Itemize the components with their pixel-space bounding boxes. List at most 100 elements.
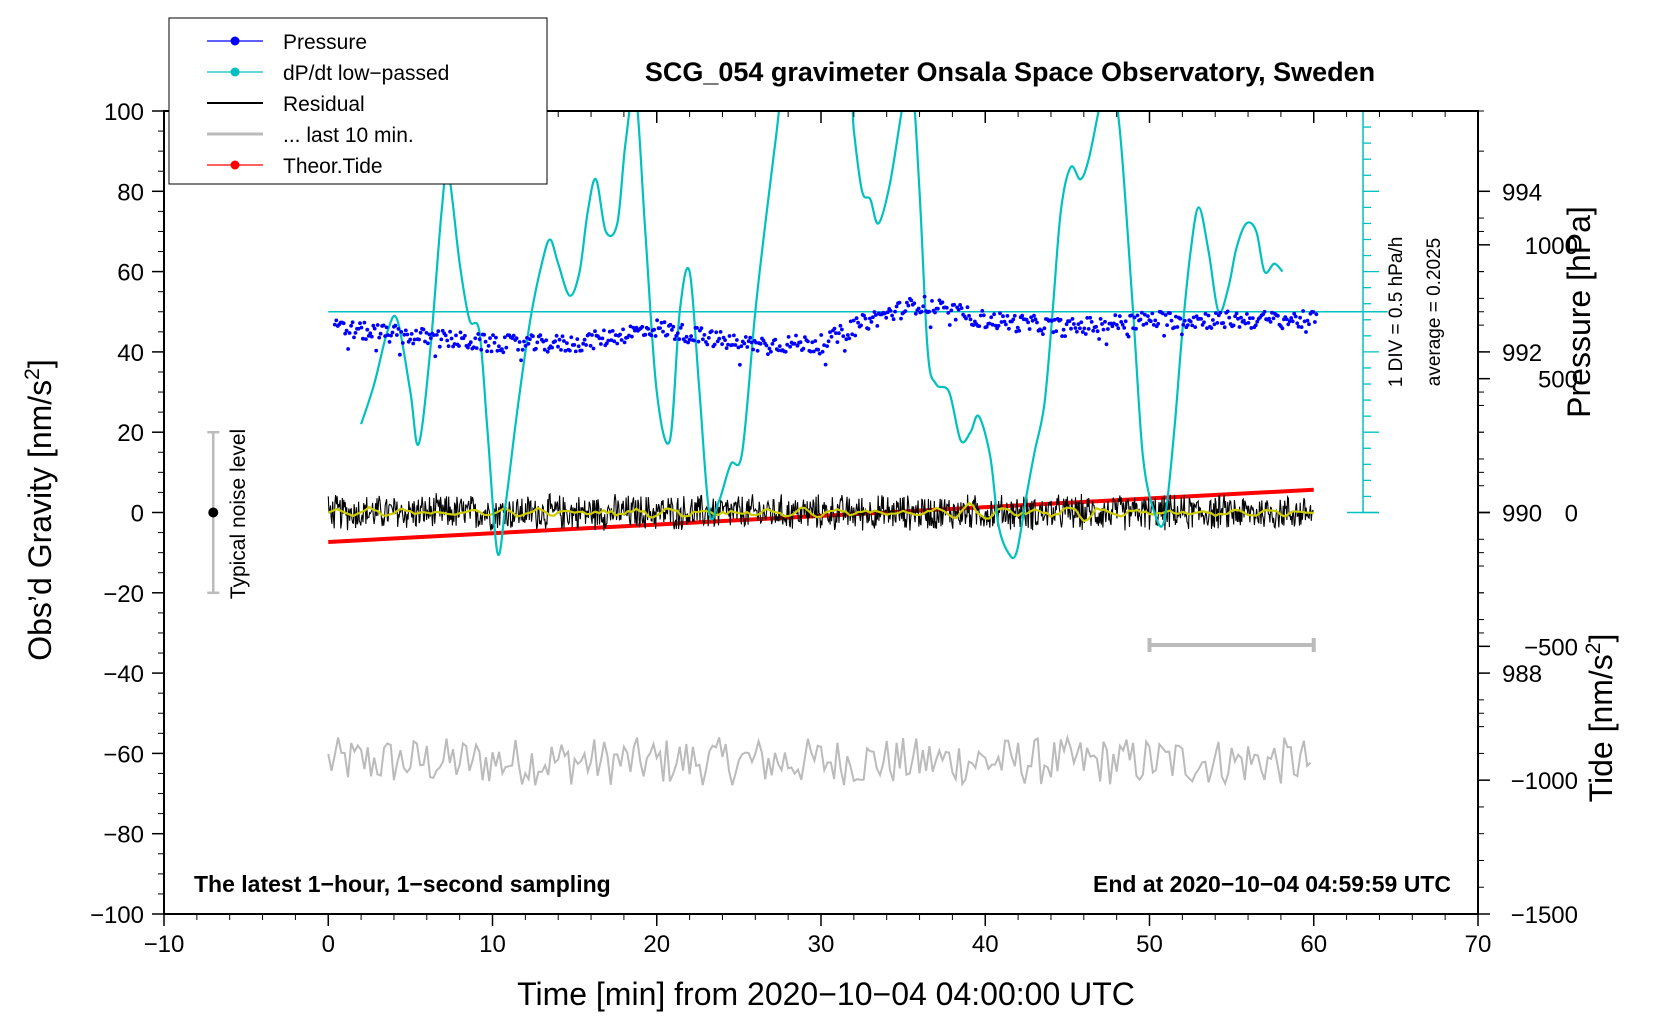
- pressure-point: [940, 300, 945, 305]
- pressure-point: [684, 334, 689, 339]
- pressure-point: [1075, 329, 1079, 334]
- pressure-point: [1011, 317, 1016, 322]
- pressure-point: [947, 323, 952, 327]
- pressure-point: [511, 333, 516, 338]
- pressure-point: [1064, 322, 1069, 327]
- pressure-point: [1067, 319, 1072, 324]
- pressure-point: [1015, 325, 1020, 330]
- pressure-point: [1295, 321, 1300, 326]
- pressure-point: [828, 330, 832, 334]
- pressure-point: [825, 344, 829, 348]
- pressure-point: [1007, 326, 1011, 331]
- pressure-point: [899, 316, 903, 321]
- pressure-point: [443, 333, 448, 338]
- pressure-point: [806, 339, 810, 344]
- pressure-point: [933, 310, 937, 315]
- pressure-point: [1314, 312, 1319, 317]
- pressure-point: [396, 327, 401, 331]
- pressure-point: [1174, 314, 1178, 319]
- pressure-point: [823, 362, 828, 367]
- pressure-point: [368, 331, 373, 336]
- tide-tick-label: 500: [1538, 367, 1578, 394]
- pressure-point: [1120, 322, 1125, 327]
- pressure-point: [417, 337, 421, 342]
- x-tick-label: 10: [479, 931, 506, 958]
- pressure-point: [1086, 327, 1091, 331]
- pressure-point: [819, 333, 824, 337]
- pressure-point: [906, 303, 911, 308]
- y-tick-label: −80: [103, 822, 144, 849]
- pressure-point: [1131, 326, 1135, 331]
- pressure-point: [894, 304, 899, 309]
- pressure-point: [361, 336, 365, 341]
- pressure-point: [683, 339, 688, 344]
- pressure-point: [516, 347, 520, 352]
- pressure-point: [556, 344, 560, 349]
- pressure-point: [627, 333, 631, 338]
- pressure-point: [1119, 320, 1124, 324]
- pressure-point: [1212, 322, 1217, 327]
- pressure-point: [1233, 314, 1237, 319]
- pressure-point: [798, 340, 803, 345]
- pressure-point: [468, 340, 473, 345]
- pressure-point: [844, 337, 849, 342]
- legend-marker: [230, 160, 240, 170]
- pressure-point: [816, 347, 821, 352]
- legend-label: Theor.Tide: [283, 155, 383, 178]
- pressure-point: [538, 333, 543, 338]
- pressure-point: [631, 325, 636, 330]
- pressure-point: [1248, 316, 1252, 321]
- pressure-point: [569, 335, 574, 340]
- pressure-point: [1079, 320, 1084, 325]
- pressure-point: [519, 358, 523, 363]
- pressure-point: [483, 339, 488, 344]
- pressure-point: [1242, 318, 1246, 323]
- pressure-point: [562, 339, 566, 343]
- pressure-point: [356, 326, 361, 331]
- pressure-point: [1270, 310, 1274, 315]
- pressure-point: [1169, 318, 1174, 323]
- pressure-point: [1027, 327, 1032, 331]
- pressure-point: [1135, 313, 1140, 318]
- pressure-point: [1033, 317, 1038, 322]
- pressure-point: [726, 342, 730, 347]
- pressure-point: [1188, 319, 1193, 324]
- pressure-point: [619, 338, 624, 342]
- pressure-point: [678, 326, 683, 330]
- x-tick-label: 30: [808, 931, 835, 958]
- pressure-point: [494, 335, 498, 340]
- pressure-point: [1153, 318, 1158, 323]
- pressure-point: [378, 331, 383, 336]
- pressure-point: [454, 333, 458, 338]
- pressure-point: [671, 324, 676, 329]
- pressure-point: [922, 294, 927, 299]
- pressure-point: [980, 309, 985, 313]
- pressure-point: [1116, 326, 1121, 331]
- pressure-point: [1098, 317, 1103, 321]
- pressure-point: [352, 335, 356, 340]
- pressure-point: [341, 321, 346, 326]
- pressure-point: [365, 327, 370, 332]
- y-tick-label: −60: [103, 741, 144, 768]
- pressure-point: [905, 300, 909, 305]
- pressure-point: [984, 325, 989, 329]
- pressure-point: [1123, 319, 1128, 324]
- pressure-point: [403, 328, 408, 333]
- legend-label: Residual: [283, 93, 365, 116]
- pressure-point: [1162, 333, 1166, 338]
- pressure-point: [845, 333, 850, 337]
- pressure-point: [1094, 324, 1098, 329]
- pressure-tick-label: 992: [1502, 340, 1542, 367]
- pressure-point: [573, 349, 578, 354]
- pressure-point: [495, 348, 500, 353]
- pressure-point: [893, 309, 897, 314]
- pressure-point: [375, 323, 380, 327]
- pressure-point: [990, 322, 995, 327]
- pressure-point: [732, 333, 736, 338]
- pressure-point: [871, 315, 875, 320]
- pressure-point: [978, 313, 983, 318]
- pressure-point: [916, 306, 921, 311]
- pressure-point: [386, 333, 390, 337]
- pressure-point: [1215, 321, 1220, 325]
- pressure-point: [838, 323, 843, 328]
